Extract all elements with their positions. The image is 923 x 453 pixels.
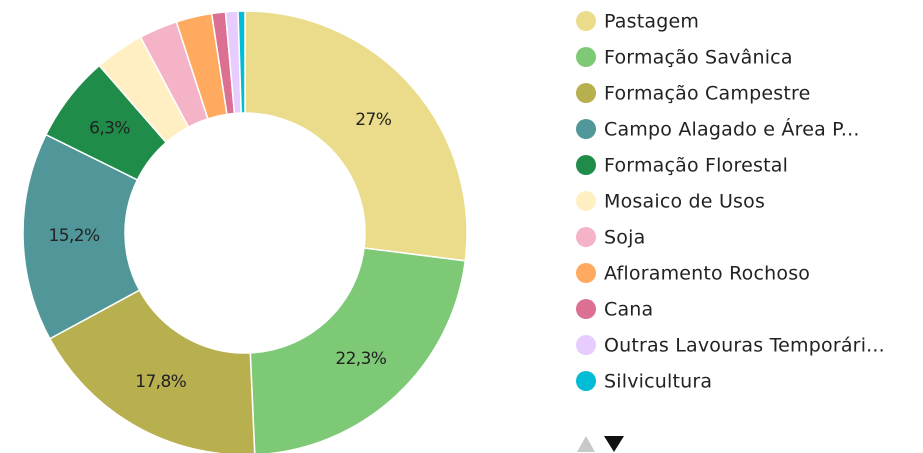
legend-label: Silvicultura xyxy=(604,371,712,393)
legend-label: Pastagem xyxy=(604,11,699,33)
legend-swatch xyxy=(576,155,596,175)
legend-label: Outras Lavouras Temporári... xyxy=(604,335,885,357)
legend-prev[interactable] xyxy=(577,436,595,452)
legend-label: Cana xyxy=(604,299,653,321)
legend-swatch xyxy=(576,335,596,355)
legend-label: Formação Florestal xyxy=(604,155,788,177)
legend-label: Formação Savânica xyxy=(604,47,793,69)
legend-swatch xyxy=(576,227,596,247)
slice xyxy=(237,10,246,114)
legend-label: Formação Campestre xyxy=(604,83,810,105)
data-label: 22,3% xyxy=(335,349,386,369)
legend-label: Campo Alagado e Área P... xyxy=(604,118,860,141)
legend-swatch xyxy=(576,47,596,67)
legend-swatch xyxy=(576,11,596,31)
slice xyxy=(244,10,468,262)
legend-swatch xyxy=(576,83,596,103)
legend-label: Afloramento Rochoso xyxy=(604,263,810,285)
legend-swatch xyxy=(576,263,596,283)
data-label: 17,8% xyxy=(135,372,186,392)
legend-swatch xyxy=(576,299,596,319)
slice xyxy=(249,247,467,453)
data-label: 27% xyxy=(355,110,391,130)
slice xyxy=(22,133,141,340)
slice xyxy=(48,289,256,453)
legend-label: Soja xyxy=(604,227,645,249)
legend-swatch xyxy=(576,371,596,391)
legend-swatch xyxy=(576,191,596,211)
legend-next[interactable] xyxy=(604,436,624,452)
legend-label: Mosaico de Usos xyxy=(604,191,765,213)
legend-swatch xyxy=(576,119,596,139)
data-label: 6,3% xyxy=(89,119,130,139)
data-label: 15,2% xyxy=(49,226,100,246)
